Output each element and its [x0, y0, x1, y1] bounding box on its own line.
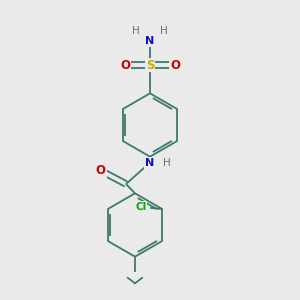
Text: S: S — [146, 58, 154, 71]
Text: H: H — [160, 26, 168, 36]
Text: Cl: Cl — [135, 202, 146, 212]
Text: H: H — [132, 26, 140, 36]
Text: O: O — [96, 164, 106, 177]
Text: O: O — [170, 58, 180, 71]
Text: O: O — [120, 58, 130, 71]
Text: H: H — [164, 158, 171, 168]
Text: N: N — [146, 158, 154, 168]
Text: N: N — [146, 36, 154, 46]
